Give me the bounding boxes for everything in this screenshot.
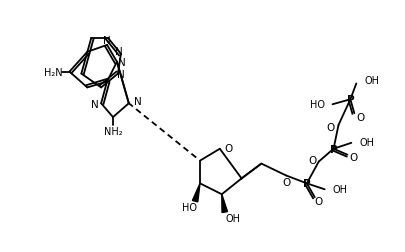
Text: O: O (348, 152, 356, 162)
Text: N: N (118, 57, 126, 68)
Text: O: O (281, 178, 290, 188)
Text: O: O (314, 196, 322, 206)
Text: H₂N: H₂N (44, 67, 63, 77)
Text: OH: OH (363, 76, 378, 86)
Text: O: O (355, 113, 363, 123)
Text: OH: OH (332, 184, 347, 195)
Text: N: N (103, 36, 111, 46)
Text: O: O (326, 122, 334, 133)
Text: P: P (302, 179, 310, 188)
Text: P: P (346, 95, 353, 105)
Text: HO: HO (309, 100, 324, 110)
Text: N: N (91, 100, 99, 110)
Polygon shape (221, 195, 227, 213)
Text: P: P (329, 144, 337, 154)
Text: OH: OH (358, 137, 373, 147)
Text: N: N (133, 97, 141, 107)
Text: O: O (224, 143, 232, 153)
Polygon shape (192, 184, 200, 202)
Text: N: N (115, 47, 122, 57)
Text: N: N (117, 69, 124, 79)
Text: HO: HO (181, 202, 196, 212)
Text: O: O (308, 155, 316, 165)
Text: OH: OH (225, 213, 240, 223)
Text: NH₂: NH₂ (103, 127, 122, 136)
